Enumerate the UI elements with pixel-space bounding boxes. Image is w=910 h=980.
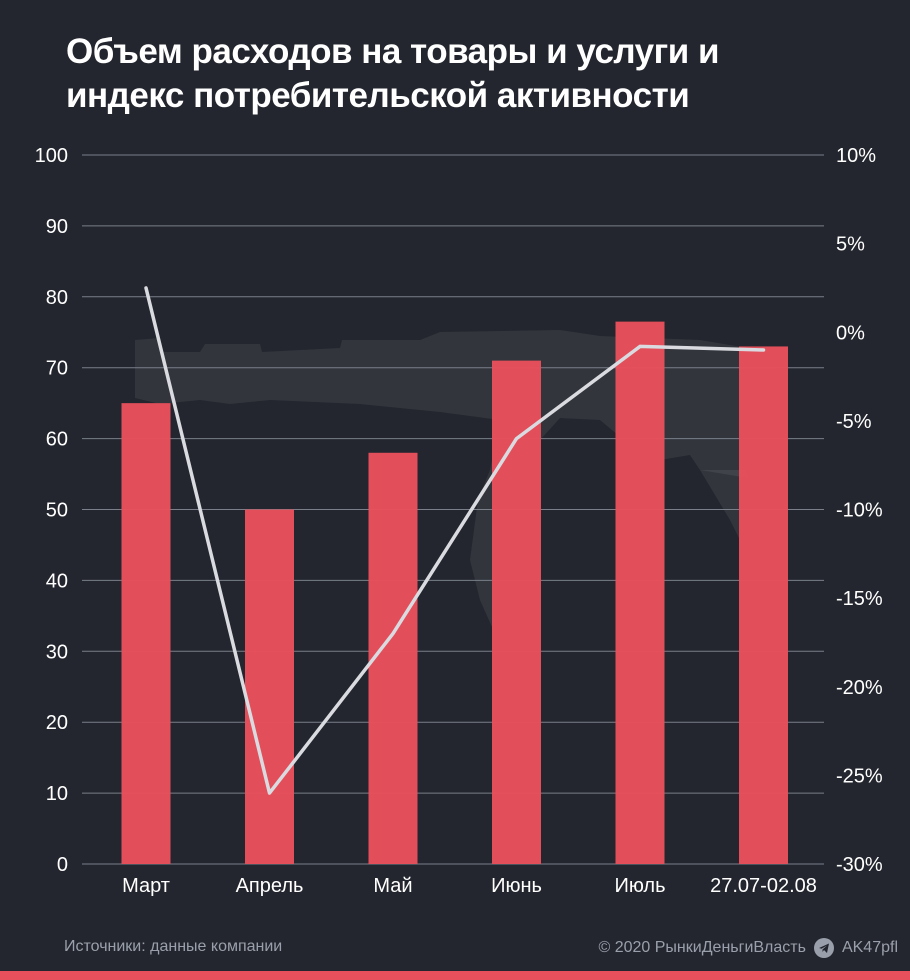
left-tick-label: 10 (46, 783, 68, 805)
bar-series (121, 321, 788, 864)
source-note: Источники: данные компании (64, 938, 283, 955)
left-tick-label: 50 (46, 500, 68, 522)
left-tick-label: 80 (46, 287, 68, 309)
right-tick-label: -10% (836, 500, 883, 522)
right-tick-label: -30% (836, 854, 883, 876)
left-tick-label: 60 (46, 429, 68, 451)
right-tick-label: 10% (836, 145, 876, 167)
telegram-icon (813, 938, 834, 958)
bar (245, 509, 294, 864)
chart-title: Объем расходов на товары и услуги и инде… (66, 30, 866, 118)
footer-credits: © 2020 РынкиДеньгиВласть AK47pfl (598, 938, 898, 958)
right-tick-label: -5% (836, 411, 872, 433)
left-tick-label: 70 (46, 358, 68, 380)
left-tick-label: 40 (46, 570, 68, 592)
right-tick-label: 0% (836, 322, 865, 344)
right-tick-label: 5% (836, 234, 865, 256)
title-line-2: индекс потребительской активности (66, 76, 690, 115)
right-tick-label: -15% (836, 588, 883, 610)
right-axis-ticks: -30% -25% -20% -15% -10% -5% 0% 5% 10% (836, 145, 883, 876)
x-tick-label: Май (373, 875, 412, 897)
x-tick-label: Апрель (236, 875, 304, 897)
x-tick-label: Июль (614, 875, 665, 897)
author-handle[interactable]: AK47pfl (841, 939, 898, 956)
left-tick-label: 100 (35, 145, 68, 167)
bar (492, 360, 541, 864)
left-tick-label: 90 (46, 216, 68, 238)
line-path (144, 286, 766, 795)
left-tick-label: 0 (57, 854, 68, 876)
title-line-1: Объем расходов на товары и услуги и (66, 32, 720, 71)
rifle-watermark-icon (135, 330, 780, 636)
x-axis-labels: Март Апрель Май Июнь Июль 27.07-02.08 (122, 875, 817, 897)
x-tick-label: Март (122, 875, 170, 897)
bar (121, 403, 171, 864)
left-axis-ticks: 0 10 20 30 40 50 60 70 80 90 100 (35, 145, 68, 876)
x-tick-label: Июнь (491, 875, 542, 897)
grid-lines (82, 154, 824, 865)
right-tick-label: -25% (836, 765, 883, 787)
bottom-accent-bar (0, 971, 910, 980)
x-tick-label: 27.07-02.08 (710, 875, 817, 897)
line-series (144, 286, 766, 795)
left-tick-label: 20 (46, 712, 68, 734)
right-tick-label: -20% (836, 677, 883, 699)
left-tick-label: 30 (46, 641, 68, 663)
bar (739, 346, 788, 864)
bar (368, 452, 418, 864)
bar (615, 321, 665, 864)
copyright-text: © 2020 РынкиДеньгиВласть (598, 939, 806, 956)
